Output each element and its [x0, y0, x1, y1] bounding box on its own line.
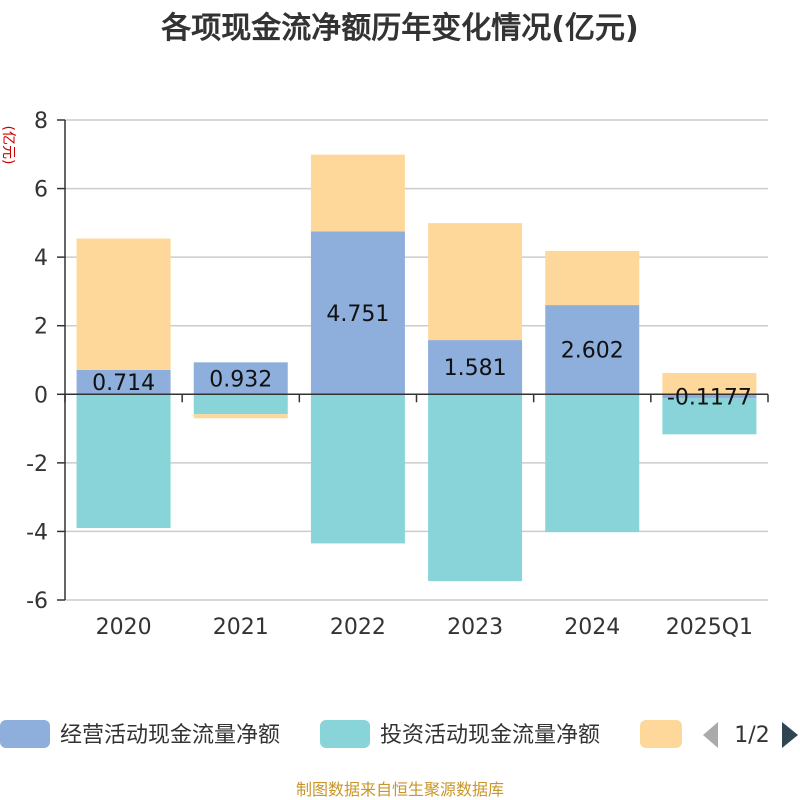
bar-series1-2025Q1[interactable] — [662, 398, 757, 435]
bar-series2-2021[interactable] — [193, 414, 288, 419]
bar-series2-2024[interactable] — [545, 250, 640, 306]
bar-series2-2022[interactable] — [310, 154, 405, 232]
legend-prev-page-icon[interactable] — [703, 722, 718, 748]
bar-series1-2021[interactable] — [193, 394, 288, 415]
legend-swatch-operating[interactable] — [0, 720, 50, 748]
bar-series0-2020[interactable] — [76, 369, 171, 395]
legend-swatch-investing[interactable] — [320, 720, 370, 748]
data-labels: 0.714 0.932 4.751 1.581 2.602 -0.1177 — [92, 302, 752, 410]
source-note: 制图数据来自恒生聚源数据库 — [296, 780, 504, 799]
y-tick-label: 0 — [34, 383, 48, 408]
y-axis-label: (亿元) — [0, 126, 16, 165]
bar-series0-2024[interactable] — [545, 305, 640, 395]
data-label: 0.714 — [92, 371, 155, 396]
y-tick-label: 6 — [34, 178, 48, 203]
legend-swatch-financing[interactable] — [640, 720, 682, 748]
bar-series2-2020[interactable] — [76, 238, 171, 370]
bar-series2-2023[interactable] — [428, 223, 523, 341]
y-tick-label: -4 — [26, 520, 48, 545]
x-tick-label: 2025Q1 — [666, 615, 753, 640]
y-tick-label: 2 — [34, 315, 48, 340]
x-tick-label: 2022 — [330, 615, 386, 640]
data-label: 1.581 — [444, 356, 507, 381]
grid — [65, 119, 768, 601]
bar-series0-2022[interactable] — [310, 231, 405, 395]
legend-next-page-icon[interactable] — [782, 722, 798, 748]
bar-series1-2022[interactable] — [310, 394, 405, 544]
bar-series0-2023[interactable] — [428, 340, 523, 395]
axes: 8 6 4 2 0 -2 -4 -6 2020 2021 2022 2023 2024 2025Q1 — [26, 109, 769, 640]
legend: 经营活动现金流量净额 投资活动现金流量净额 1/2 — [0, 720, 798, 748]
y-tick-label: -2 — [26, 452, 48, 477]
data-label: -0.1177 — [667, 385, 752, 410]
y-tick-label: -6 — [26, 589, 48, 614]
bar-series2-2025Q1[interactable] — [662, 373, 757, 395]
legend-label-operating[interactable]: 经营活动现金流量净额 — [60, 723, 280, 748]
bar-series0-2021[interactable] — [193, 362, 288, 395]
legend-page-indicator: 1/2 — [734, 723, 769, 748]
bar-series1-2023[interactable] — [428, 394, 523, 582]
x-tick-label: 2024 — [564, 615, 620, 640]
bar-series0-2025Q1[interactable] — [662, 394, 757, 399]
bar-series1-2020[interactable] — [76, 394, 171, 528]
data-label: 2.602 — [561, 339, 624, 364]
legend-label-investing[interactable]: 投资活动现金流量净额 — [380, 723, 600, 748]
x-tick-label: 2023 — [447, 615, 503, 640]
bars — [76, 154, 757, 582]
data-label: 4.751 — [326, 302, 389, 327]
chart-title: 各项现金流净额历年变化情况(亿元) — [160, 11, 638, 46]
y-tick-label: 8 — [34, 109, 48, 134]
x-tick-label: 2021 — [213, 615, 269, 640]
x-tick-label: 2020 — [96, 615, 152, 640]
y-tick-label: 4 — [34, 246, 48, 271]
data-label: 0.932 — [209, 367, 272, 392]
bar-series1-2024[interactable] — [545, 394, 640, 533]
